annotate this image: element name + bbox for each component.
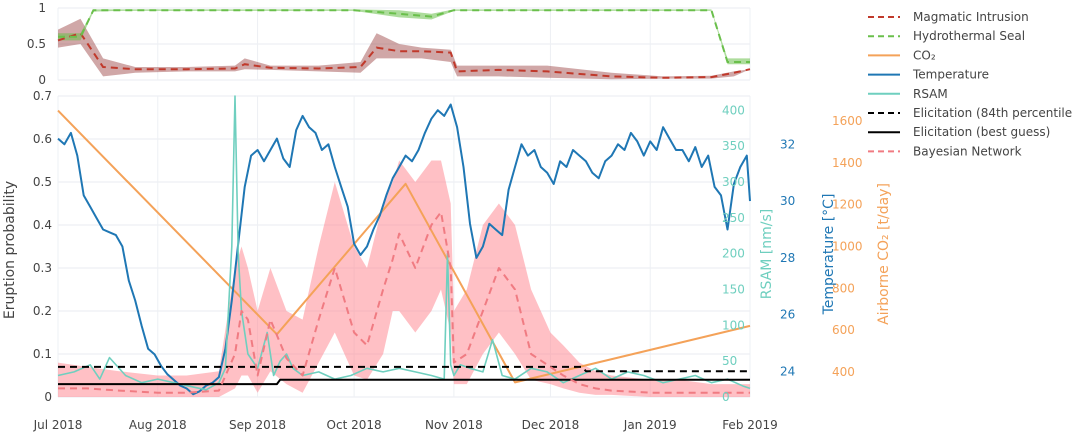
date-tick-label: Nov 2018 — [425, 418, 483, 432]
series-line-co- — [57, 109, 751, 384]
top-gridlines — [57, 7, 751, 81]
temperature-tick-label: 28 — [780, 251, 795, 265]
date-tick-label: Feb 2019 — [722, 418, 778, 432]
co2-axis-label: Airborne CO₂ [t/day] — [876, 183, 892, 325]
top-yticks: 00.51 — [27, 1, 46, 87]
top-ytick-label: 0 — [38, 73, 46, 87]
probability-tick-label: 0 — [44, 390, 52, 404]
legend-label: Elicitation (best guess) — [913, 125, 1050, 139]
eruption-probability-axis-label: Eruption probability — [2, 181, 18, 319]
series-line-elicitation-84th-percentile- — [58, 365, 750, 373]
series-line-elicitation-best-guess- — [58, 378, 750, 386]
top-ytick-label: 0.5 — [27, 37, 46, 51]
rsam-tick-label: 100 — [722, 318, 745, 332]
temperature-yticks: 24 26 28 30 32 — [780, 137, 795, 378]
top-bands — [58, 9, 750, 80]
rsam-tick-label: 350 — [722, 139, 745, 153]
series-line-bayesian-network — [58, 211, 750, 394]
co2-tick-label: 1600 — [832, 114, 863, 128]
series-line-rsam — [57, 95, 751, 391]
top-line-hydrothermal-seal — [58, 9, 750, 63]
bayesian-network-band — [58, 160, 750, 397]
top-panel: 00.51 — [27, 1, 751, 87]
co2-tick-label: 600 — [832, 323, 855, 337]
probability-tick-label: 0.2 — [33, 304, 52, 318]
probability-tick-label: 0.6 — [33, 132, 52, 146]
legend-label: RSAM — [913, 87, 948, 101]
bottom-lines — [57, 95, 751, 396]
bottom-bands — [58, 160, 750, 397]
co2-tick-label: 1000 — [832, 240, 863, 254]
top-line-magmatic-intrusion — [57, 32, 751, 79]
temperature-axis-label: Temperature [°C] — [821, 194, 837, 316]
date-tick-label: Oct 2018 — [327, 418, 382, 432]
probability-tick-label: 0.1 — [33, 347, 52, 361]
temperature-tick-label: 32 — [780, 137, 795, 151]
probability-yticks: 0 0.1 0.2 0.3 0.4 0.5 0.6 0.7 — [33, 89, 52, 404]
probability-tick-label: 0.7 — [33, 89, 52, 103]
rsam-tick-label: 0 — [722, 390, 730, 404]
legend-label: Hydrothermal Seal — [913, 29, 1025, 43]
legend-label: CO₂ — [913, 48, 936, 62]
rsam-axis-label: RSAM [nm/s] — [759, 209, 775, 299]
date-tick-label: Jul 2018 — [33, 418, 83, 432]
date-xticks: Jul 2018 Aug 2018 Sep 2018 Oct 2018 Nov 2018… — [33, 418, 778, 432]
legend-label: Elicitation (84th percentile) — [913, 106, 1072, 120]
rsam-tick-label: 300 — [722, 175, 745, 189]
rsam-tick-label: 200 — [722, 247, 745, 261]
legend-label: Temperature — [912, 68, 989, 82]
co2-yticks: 400 600 800 1000 1200 1400 1600 — [832, 114, 863, 379]
co2-tick-label: 1400 — [832, 156, 863, 170]
probability-tick-label: 0.3 — [33, 261, 52, 275]
co2-tick-label: 1200 — [832, 198, 863, 212]
temperature-tick-label: 30 — [780, 194, 795, 208]
top-ytick-label: 1 — [38, 1, 46, 15]
rsam-yticks: 0 50 100 150 200 250 300 350 400 — [722, 103, 745, 404]
temperature-tick-label: 26 — [780, 308, 795, 322]
co2-tick-label: 400 — [832, 365, 855, 379]
bottom-panel: 0 0.1 0.2 0.3 0.4 0.5 0.6 0.7 Jul 2018 Aug 2018 S… — [33, 89, 863, 432]
top-lines — [57, 9, 751, 79]
temperature-tick-label: 24 — [780, 364, 795, 378]
date-tick-label: Sep 2018 — [229, 418, 286, 432]
legend-label: Bayesian Network — [913, 144, 1022, 158]
probability-tick-label: 0.5 — [33, 175, 52, 189]
rsam-tick-label: 250 — [722, 211, 745, 225]
date-tick-label: Dec 2018 — [522, 418, 580, 432]
date-tick-label: Jan 2019 — [623, 418, 677, 432]
probability-tick-label: 0.4 — [33, 218, 52, 232]
rsam-tick-label: 50 — [722, 354, 737, 368]
series-line-temperature — [57, 103, 751, 396]
rsam-tick-label: 400 — [722, 103, 745, 117]
co2-tick-label: 800 — [832, 281, 855, 295]
top-band-magmatic-intrusion — [58, 18, 750, 80]
legend: Magmatic Intrusion Hydrothermal Seal CO₂ Te… — [868, 10, 1072, 158]
legend-label: Magmatic Intrusion — [913, 10, 1029, 24]
rsam-tick-label: 150 — [722, 283, 745, 297]
date-tick-label: Aug 2018 — [129, 418, 187, 432]
